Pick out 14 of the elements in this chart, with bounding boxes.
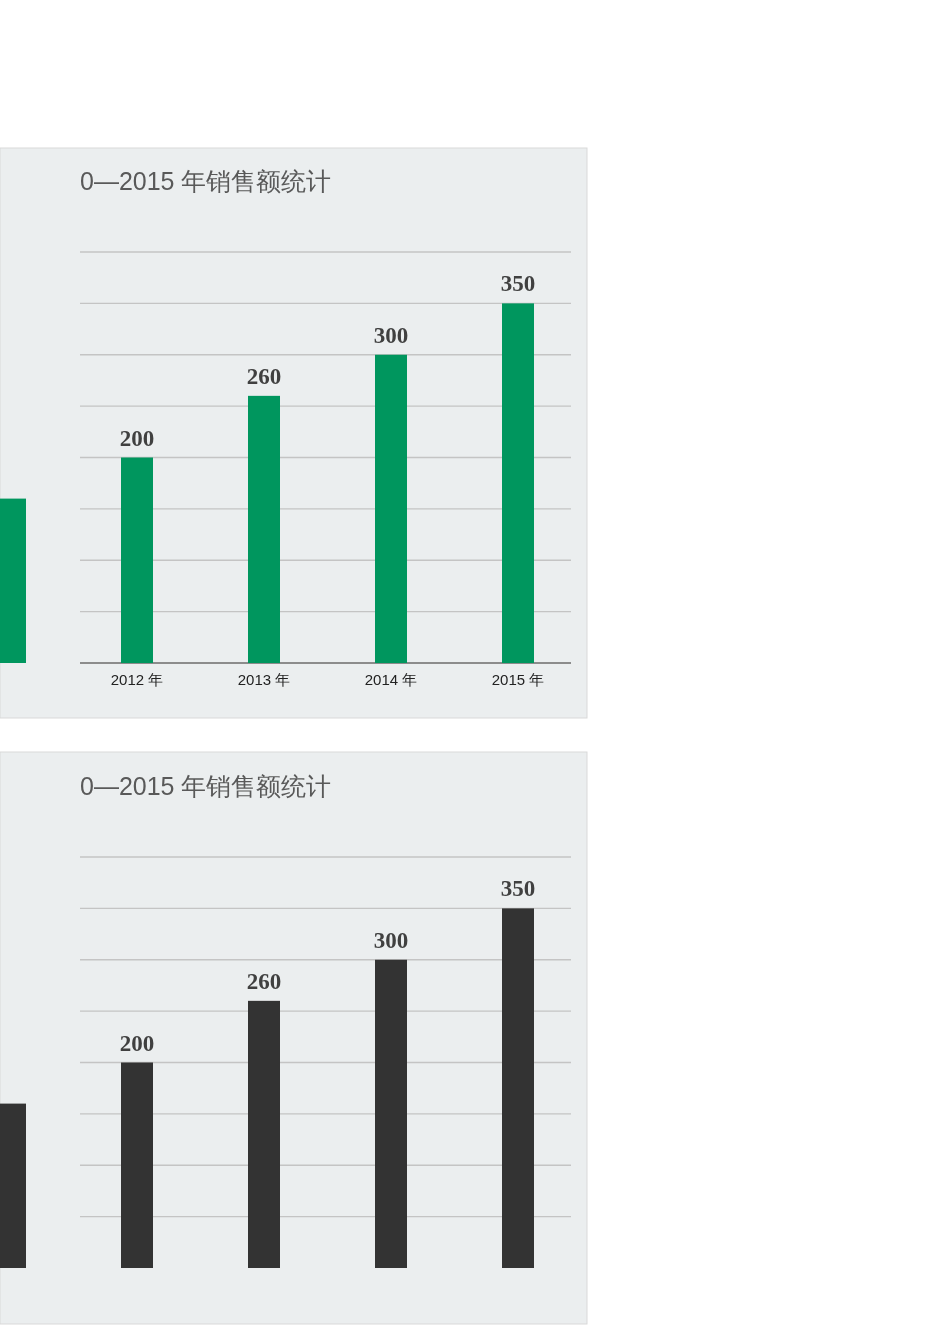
chart-title: 0—2015 年销售额统计	[80, 167, 332, 195]
data-label: 350	[500, 271, 536, 297]
x-tick-label: 2015 年	[491, 671, 545, 688]
data-label: 260	[246, 363, 282, 389]
data-label: 200	[119, 1030, 155, 1056]
chart-title: 0—2015 年销售额统计	[80, 772, 332, 800]
x-tick-label: 2013 年	[237, 671, 291, 688]
data-label: 300	[373, 927, 409, 953]
data-label: 350	[500, 876, 536, 902]
data-label: 260	[246, 968, 282, 994]
x-tick-label: 2012 年	[110, 671, 164, 688]
data-label: 300	[373, 322, 409, 348]
data-label: 200	[119, 425, 155, 451]
x-tick-label: 2014 年	[364, 671, 418, 688]
